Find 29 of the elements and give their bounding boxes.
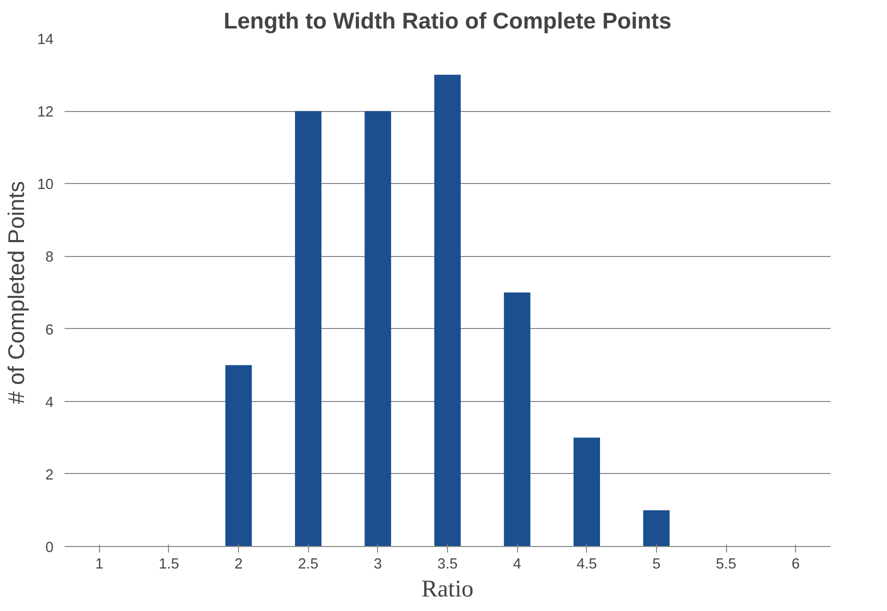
x-tick-label: 5.5	[716, 556, 736, 572]
y-tick-label: 8	[45, 250, 54, 266]
x-tick-label: 6	[792, 556, 800, 572]
x-tick-label: 1	[95, 556, 104, 572]
bar	[364, 111, 392, 546]
bar	[643, 510, 670, 546]
x-tick-label: 4	[513, 556, 522, 572]
y-tick-label: 2	[45, 467, 54, 484]
x-tick-label: 1.5	[158, 556, 180, 572]
x-tick-label: 3.5	[437, 556, 458, 572]
y-axis-title: # of Completed Points	[3, 181, 30, 404]
y-tick-label: 12	[37, 104, 54, 121]
y-tick-label: 14	[37, 32, 54, 48]
x-axis-title: Ratio	[422, 576, 474, 602]
y-tick-label: 4	[45, 394, 54, 411]
bar	[294, 111, 322, 546]
bar	[504, 292, 530, 546]
y-tick-label: 0	[45, 540, 54, 556]
chart-title: Length to Width Ratio of Complete Points	[224, 8, 672, 34]
bar	[225, 365, 252, 546]
bar	[574, 438, 600, 546]
x-tick-label: 4.5	[576, 556, 597, 572]
y-tick-label: 10	[37, 177, 54, 194]
x-tick-label: 2	[234, 556, 243, 572]
x-tick-label: 2.5	[298, 556, 318, 572]
bar	[434, 74, 461, 546]
x-tick-label: 3	[374, 556, 382, 572]
x-tick-label: 5	[652, 556, 660, 572]
y-tick-label: 6	[45, 322, 54, 338]
